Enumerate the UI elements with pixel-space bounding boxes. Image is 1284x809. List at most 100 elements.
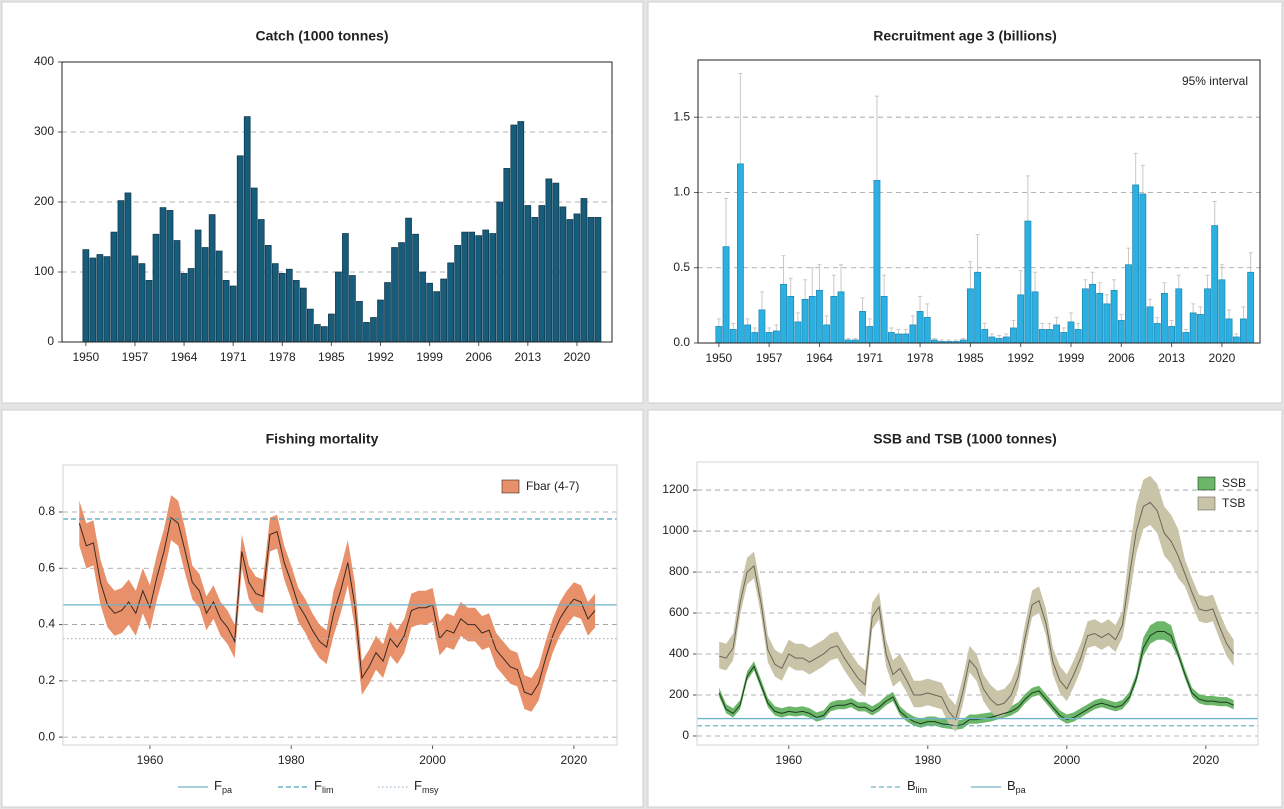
bar: [1017, 294, 1025, 344]
y-tick-label: 0.2: [38, 673, 55, 687]
bar: [909, 324, 917, 344]
bar: [1211, 225, 1219, 344]
bar: [1060, 332, 1068, 344]
bar: [823, 324, 831, 344]
panel: [1, 409, 644, 808]
bar: [859, 311, 866, 344]
y-tick-label: 0.5: [673, 260, 690, 274]
bar: [1110, 289, 1118, 344]
bar: [412, 233, 419, 343]
bar: [780, 283, 787, 344]
bar: [1204, 288, 1211, 344]
plot-frame: [697, 59, 1261, 344]
bar: [1247, 271, 1255, 344]
bar: [887, 332, 895, 344]
y-tick-label: 400: [34, 54, 54, 68]
confidence-band: [719, 475, 1234, 732]
bar: [489, 233, 497, 343]
y-tick-label: 1200: [662, 482, 689, 496]
x-tick-label: 1992: [1007, 351, 1034, 365]
bar: [974, 271, 981, 344]
bar: [1117, 320, 1125, 344]
bar: [1096, 292, 1104, 344]
bar: [1103, 303, 1111, 344]
x-tick-label: 1992: [367, 350, 394, 364]
chart-title: Catch (1000 tonnes): [255, 28, 388, 44]
bar: [187, 268, 195, 343]
y-tick-label: 300: [34, 124, 54, 138]
bar: [729, 329, 737, 344]
bar: [524, 205, 532, 343]
y-tick-label: 0.0: [38, 729, 55, 743]
bar: [363, 322, 370, 343]
legend-label-main: B: [1007, 778, 1016, 793]
legend-label-sub: lim: [322, 785, 334, 795]
y-tick-label: 100: [34, 264, 54, 278]
x-tick-label: 2020: [1193, 753, 1220, 767]
bar: [405, 217, 412, 343]
annotation: 95% interval: [1182, 74, 1248, 88]
bar: [981, 329, 989, 344]
bar: [715, 326, 723, 344]
bar: [117, 200, 125, 343]
bar: [1089, 283, 1096, 344]
y-tick-label: 200: [34, 194, 54, 208]
x-tick-label: 1980: [278, 753, 305, 767]
bar: [1196, 314, 1204, 344]
bar: [370, 317, 377, 343]
x-tick-label: 1957: [756, 351, 783, 365]
bar: [461, 231, 469, 343]
legend-label-sub: msy: [422, 785, 439, 795]
bar: [531, 217, 539, 343]
bar: [321, 326, 328, 343]
x-tick-label: 1999: [416, 350, 443, 364]
legend-label: Bpa: [1007, 778, 1026, 795]
y-tick-label: 1000: [662, 523, 689, 537]
bar: [1168, 326, 1176, 344]
bar: [736, 163, 744, 344]
bar: [751, 332, 759, 344]
bar: [419, 271, 426, 343]
x-tick-label: 2020: [1209, 351, 1236, 365]
bar: [744, 324, 751, 344]
legend-label-main: B: [907, 778, 916, 793]
x-tick-label: 1985: [957, 351, 984, 365]
bar: [166, 210, 174, 343]
y-tick-label: 0.0: [673, 335, 690, 349]
bar: [426, 282, 433, 343]
bar: [1038, 329, 1046, 344]
bar: [1010, 327, 1017, 344]
bar: [794, 321, 802, 344]
bar: [496, 201, 504, 343]
x-tick-label: 1971: [856, 351, 883, 365]
legend-swatch: [1197, 496, 1216, 511]
y-tick-label: 0.4: [38, 617, 55, 631]
bar: [1074, 329, 1082, 344]
x-tick-label: 1978: [269, 350, 296, 364]
bar: [194, 229, 202, 343]
bar: [552, 182, 560, 343]
bar: [440, 278, 447, 343]
bar: [377, 299, 384, 343]
bar: [801, 298, 809, 344]
x-tick-label: 1964: [171, 350, 198, 364]
x-tick-label: 2000: [419, 753, 446, 767]
legend-label: Blim: [907, 778, 927, 795]
bar: [173, 240, 181, 343]
bar: [1139, 193, 1147, 344]
bar: [124, 192, 132, 343]
x-tick-label: 2020: [564, 350, 591, 364]
bar: [278, 273, 286, 343]
x-tick-label: 2013: [514, 350, 541, 364]
chart-title: SSB and TSB (1000 tonnes): [873, 431, 1057, 447]
bar: [1002, 336, 1010, 344]
x-tick-label: 1960: [775, 753, 802, 767]
bar: [229, 285, 237, 343]
bar: [1225, 318, 1233, 344]
bar: [923, 317, 931, 344]
bar: [243, 116, 251, 343]
bar: [285, 268, 293, 343]
bar: [1161, 292, 1168, 344]
plot-frame: [61, 61, 613, 343]
bar: [594, 217, 602, 343]
